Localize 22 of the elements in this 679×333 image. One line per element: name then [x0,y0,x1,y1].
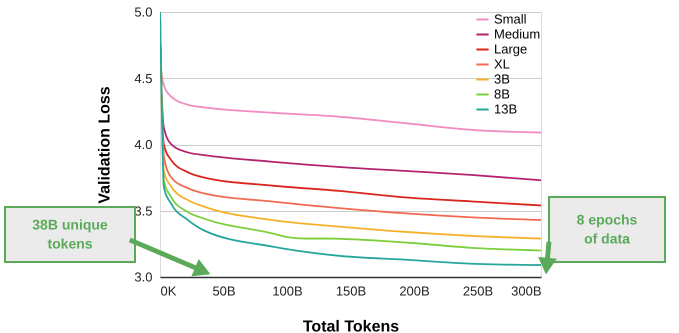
x-axis-title: Total Tokens [302,318,400,333]
legend-label: XL [494,56,510,72]
x-tick-label: 100B [272,284,303,298]
x-tick-label: 150B [336,284,366,298]
x-tick-label: 250B [462,284,494,298]
text: 38B unique tokens [32,216,108,252]
x-tick-label: 0K [160,284,177,298]
x-tick-label: 200B [399,284,430,298]
y-axis-title: Validation Loss [96,86,114,204]
y-tick-label: 3.0 [134,270,152,284]
legend-label: Large [494,42,528,56]
y-tick-label: 5.0 [134,4,152,20]
legend-label: 8B [494,86,510,102]
legend-label: Small [494,12,527,26]
y-tick-label: 4.0 [134,137,152,152]
text: 8 epochs of data [576,212,638,246]
x-tick-label: 300B [511,284,542,298]
y-tick-label: 4.5 [134,70,152,86]
legend-label: 3B [494,72,510,86]
legend-label: Medium [494,26,540,42]
legend-label: 13B [494,102,518,116]
x-tick-label: 50B [212,284,236,298]
